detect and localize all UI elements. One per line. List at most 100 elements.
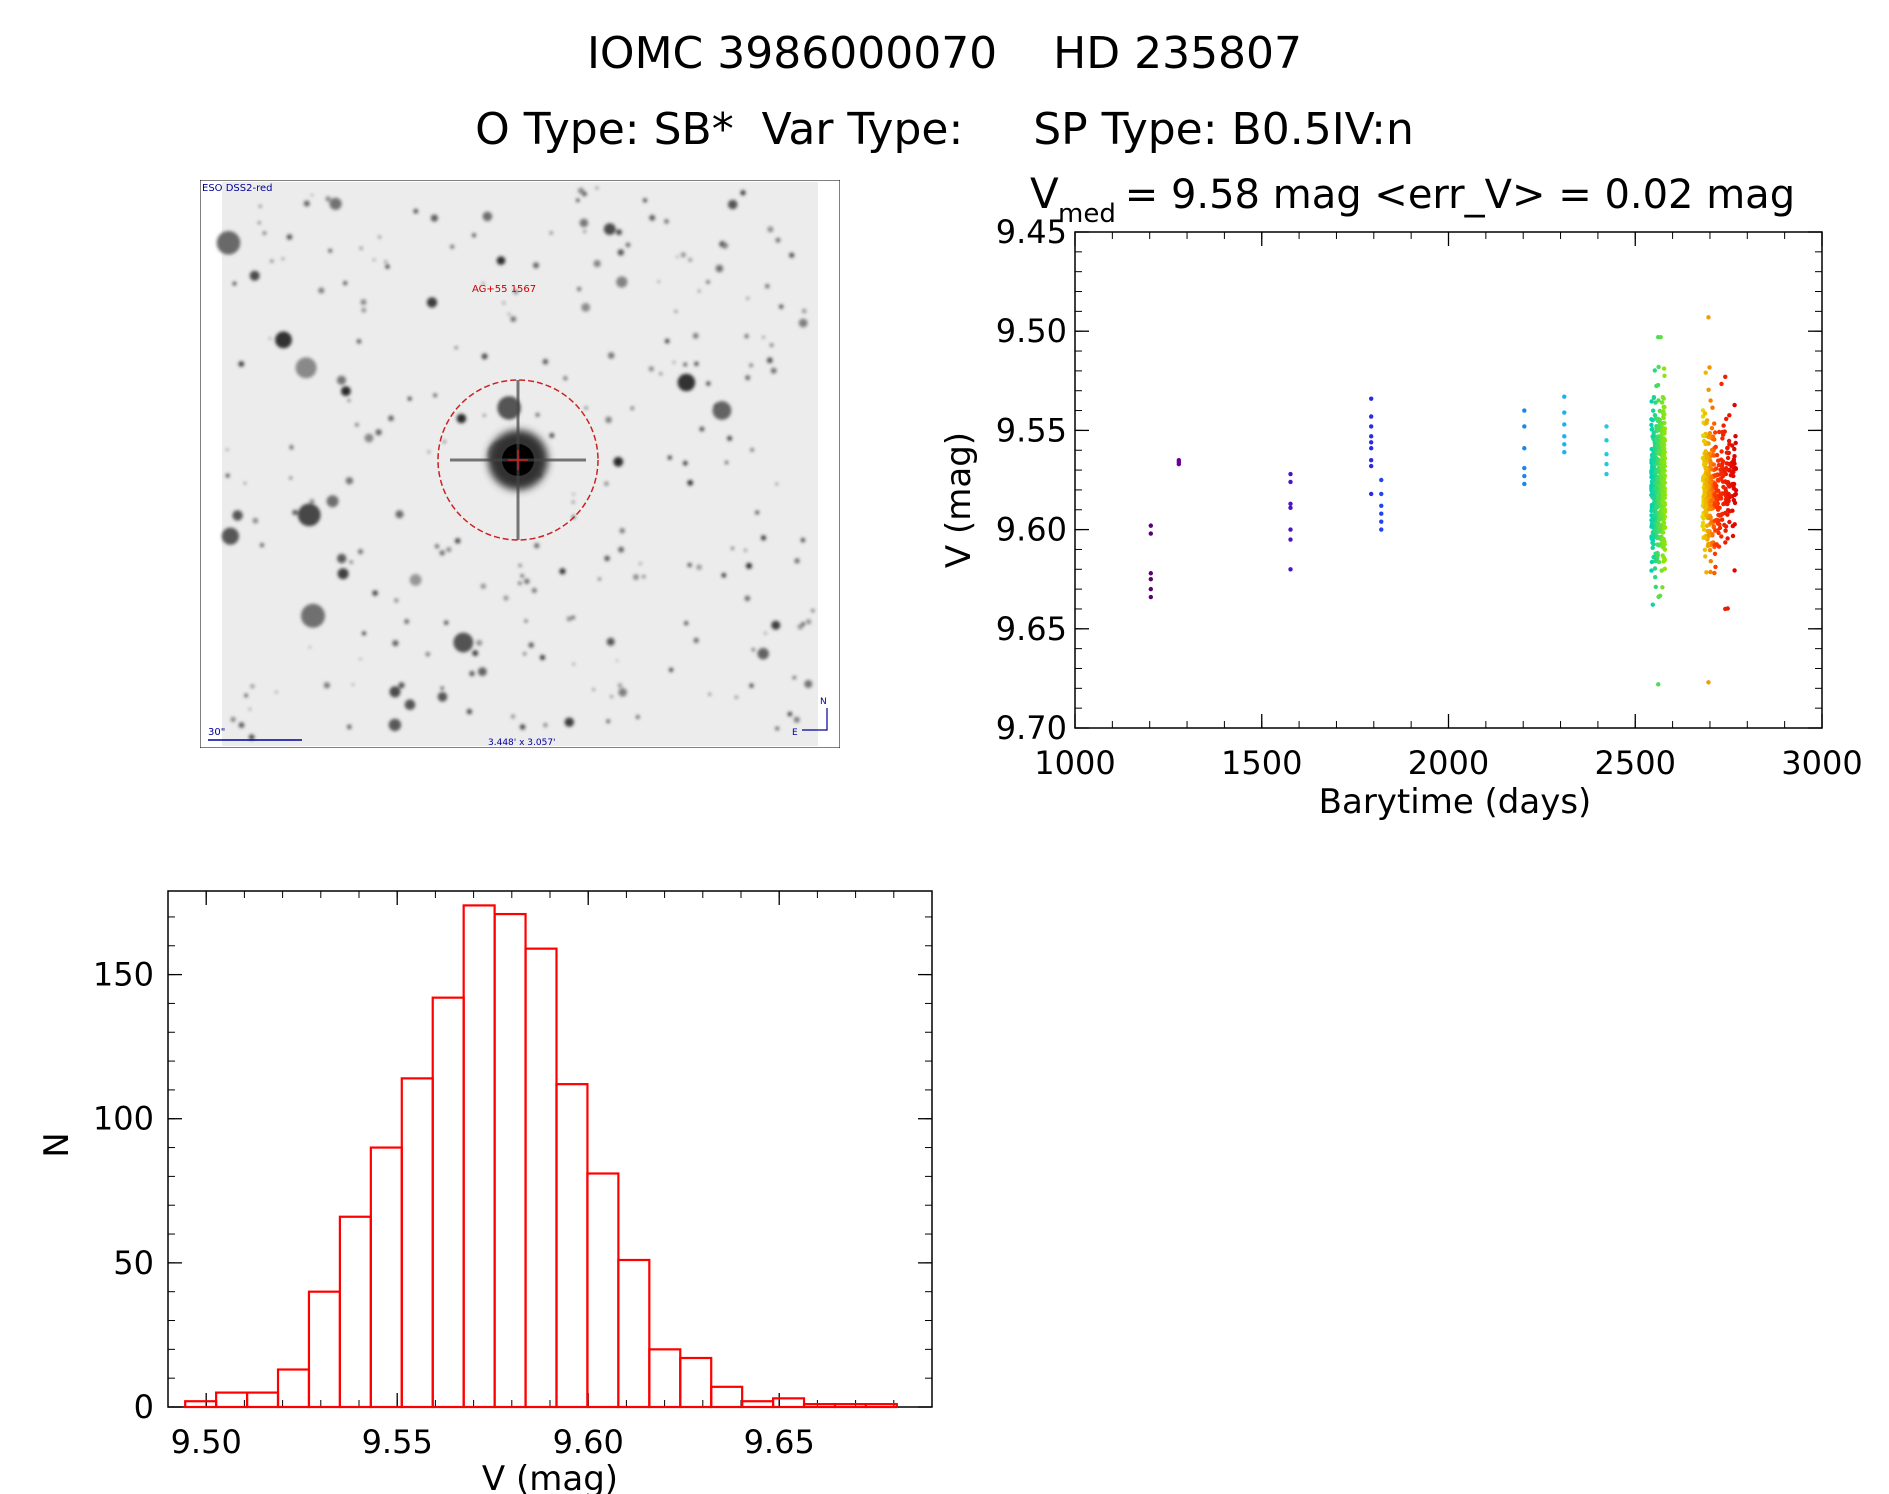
field-star [425, 652, 430, 657]
field-star [749, 683, 754, 688]
field-star [303, 200, 310, 207]
light-curve-point [1658, 484, 1663, 489]
light-curve-x-tick-label: 1500 [1221, 744, 1302, 782]
light-curve-point [1562, 394, 1567, 399]
light-curve-point [1716, 462, 1722, 468]
field-star [437, 692, 448, 702]
field-star [456, 413, 467, 424]
field-star [238, 361, 245, 367]
light-curve-point [1723, 490, 1728, 496]
field-star [216, 231, 241, 255]
field-star [250, 684, 255, 689]
light-curve-point [1652, 446, 1658, 451]
light-curve-point [1705, 471, 1710, 477]
light-curve-point [1703, 449, 1708, 454]
field-star [566, 616, 572, 622]
field-star [361, 307, 367, 313]
field-star [281, 257, 285, 261]
light-curve-point [1725, 500, 1730, 505]
light-curve-point [1732, 568, 1737, 573]
light-curve-point [1710, 497, 1715, 502]
field-star [430, 214, 438, 222]
light-curve-point [1653, 558, 1658, 564]
field-star [260, 543, 264, 548]
light-curve-point [1724, 416, 1729, 422]
field-star [446, 547, 452, 553]
histogram-bar [338, 1215, 372, 1409]
field-star [572, 500, 575, 504]
field-star [616, 659, 619, 662]
light-curve-point [1660, 457, 1665, 462]
field-star [559, 568, 566, 575]
light-curve-point [1723, 528, 1728, 533]
light-curve-x-tick-label: 3000 [1781, 744, 1862, 782]
light-curve-point [1522, 446, 1527, 451]
light-curve-point [1725, 512, 1730, 517]
field-star [576, 198, 580, 202]
field-star [275, 691, 278, 694]
field-star [731, 547, 734, 550]
field-star [672, 361, 676, 364]
light-curve-point [1703, 554, 1708, 559]
histogram-bar [524, 947, 558, 1409]
light-curve-point [1288, 527, 1293, 532]
light-curve-point [1656, 559, 1662, 565]
field-star [630, 406, 634, 410]
field-star [328, 248, 333, 253]
field-star [794, 716, 797, 720]
field-star [618, 546, 624, 553]
light-curve-point [1703, 505, 1708, 510]
field-star [696, 564, 702, 570]
field-star [309, 498, 315, 505]
light-curve-point [1660, 544, 1665, 549]
field-star [360, 299, 367, 306]
light-curve-point [1702, 547, 1708, 552]
light-curve-point [1710, 531, 1715, 537]
light-curve-point [1707, 365, 1712, 370]
light-curve-point [1654, 480, 1660, 485]
histogram-bar [493, 912, 527, 1409]
field-star [404, 699, 416, 710]
light-curve-point [1604, 452, 1609, 457]
light-curve-point [1703, 535, 1708, 540]
light-curve-point [1713, 564, 1718, 570]
light-curve-point [1368, 457, 1374, 463]
light-curve-point [1708, 516, 1713, 521]
light-curve-point [1715, 521, 1721, 526]
light-curve-point [1522, 465, 1527, 471]
field-star [669, 667, 674, 672]
light-curve-point [1651, 495, 1656, 501]
light-curve-point [1655, 496, 1661, 502]
light-curve-point [1368, 414, 1374, 419]
field-star [693, 637, 699, 643]
field-star [533, 262, 539, 269]
light-curve-point [1656, 334, 1661, 340]
light-curve-point [1657, 450, 1662, 455]
light-curve-point [1662, 566, 1668, 571]
light-curve-point [1657, 408, 1663, 414]
light-curve-point [1719, 381, 1724, 387]
field-star [578, 187, 584, 194]
light-curve-point [1714, 466, 1719, 471]
light-curve-point [1733, 434, 1738, 439]
light-curve-point [1714, 483, 1719, 489]
light-curve-point [1656, 543, 1662, 548]
field-star [337, 568, 349, 580]
field-star [534, 543, 540, 549]
field-star [642, 198, 648, 203]
field-star [232, 281, 237, 286]
field-star [469, 670, 475, 677]
field-star [275, 331, 292, 349]
light-curve-point [1660, 395, 1666, 400]
light-curve-point [1720, 429, 1725, 435]
field-star [572, 493, 575, 496]
light-curve-title-rest: = 9.58 mag <err_V> = 0.02 mag [1112, 172, 1795, 218]
field-star [714, 403, 717, 407]
field-star [740, 190, 746, 196]
light-curve-point [1660, 585, 1665, 590]
field-star [378, 235, 381, 239]
light-curve-point [1707, 548, 1713, 553]
light-curve-point [1713, 444, 1719, 450]
field-star [593, 260, 601, 268]
